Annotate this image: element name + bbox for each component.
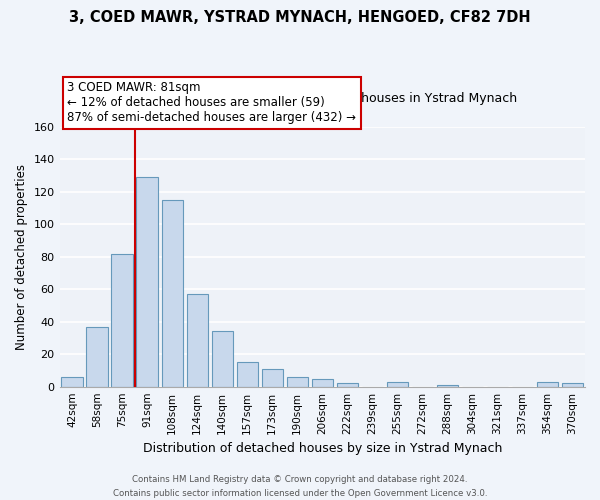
Bar (112, 254, 133, 386)
Y-axis label: Number of detached properties: Number of detached properties (15, 164, 28, 350)
Bar (311, 378, 333, 386)
Bar (337, 384, 358, 386)
Bar (136, 177, 158, 386)
Bar (262, 369, 283, 386)
Bar (86, 326, 108, 386)
Text: Contains HM Land Registry data © Crown copyright and database right 2024.
Contai: Contains HM Land Registry data © Crown c… (113, 476, 487, 498)
Bar (437, 385, 458, 386)
Bar (287, 377, 308, 386)
Text: 3, COED MAWR, YSTRAD MYNACH, HENGOED, CF82 7DH: 3, COED MAWR, YSTRAD MYNACH, HENGOED, CF… (69, 10, 531, 25)
X-axis label: Distribution of detached houses by size in Ystrad Mynach: Distribution of detached houses by size … (143, 442, 502, 455)
Bar (562, 384, 583, 386)
Text: 3 COED MAWR: 81sqm
← 12% of detached houses are smaller (59)
87% of semi-detache: 3 COED MAWR: 81sqm ← 12% of detached hou… (67, 82, 356, 124)
Bar (187, 294, 208, 386)
Bar (61, 377, 83, 386)
Bar (161, 200, 183, 386)
Title: Size of property relative to detached houses in Ystrad Mynach: Size of property relative to detached ho… (127, 92, 517, 105)
Bar (212, 332, 233, 386)
Bar (387, 382, 408, 386)
Bar (236, 362, 258, 386)
Bar (537, 382, 558, 386)
